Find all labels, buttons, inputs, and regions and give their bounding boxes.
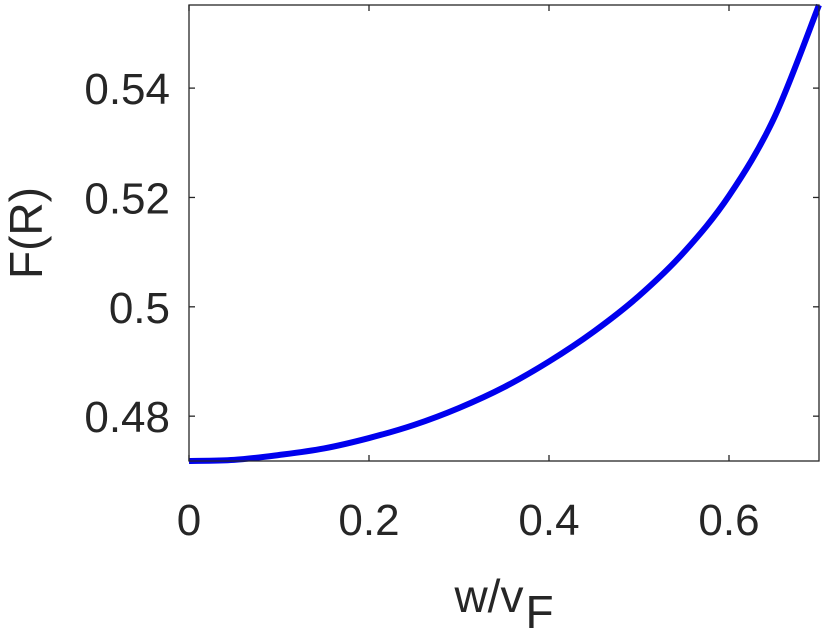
series-line-0 <box>188 3 822 464</box>
x-tick-label: 0.2 <box>338 496 399 545</box>
axes-box <box>188 4 820 462</box>
x-tick-label: 0.4 <box>518 496 579 545</box>
y-tick-label: 0.48 <box>84 393 170 442</box>
x-axis-label-subscript: F <box>525 586 553 637</box>
y-tick-label: 0.5 <box>109 284 170 333</box>
x-tick-label: 0.6 <box>698 496 759 545</box>
plot-area <box>189 5 819 461</box>
y-axis-label: F(R) <box>0 187 52 279</box>
axes <box>188 4 820 462</box>
data-series <box>188 3 822 464</box>
x-axis-label: w/vF <box>453 570 553 637</box>
x-tick-label: 0 <box>177 496 201 545</box>
y-tick-label: 0.54 <box>84 65 170 114</box>
x-axis-ticks: 0 0.2 0.4 0.6 <box>177 5 760 545</box>
plot-background <box>189 5 819 461</box>
y-axis-ticks: 0.48 0.5 0.52 0.54 <box>84 65 819 442</box>
y-tick-label: 0.52 <box>84 174 170 223</box>
